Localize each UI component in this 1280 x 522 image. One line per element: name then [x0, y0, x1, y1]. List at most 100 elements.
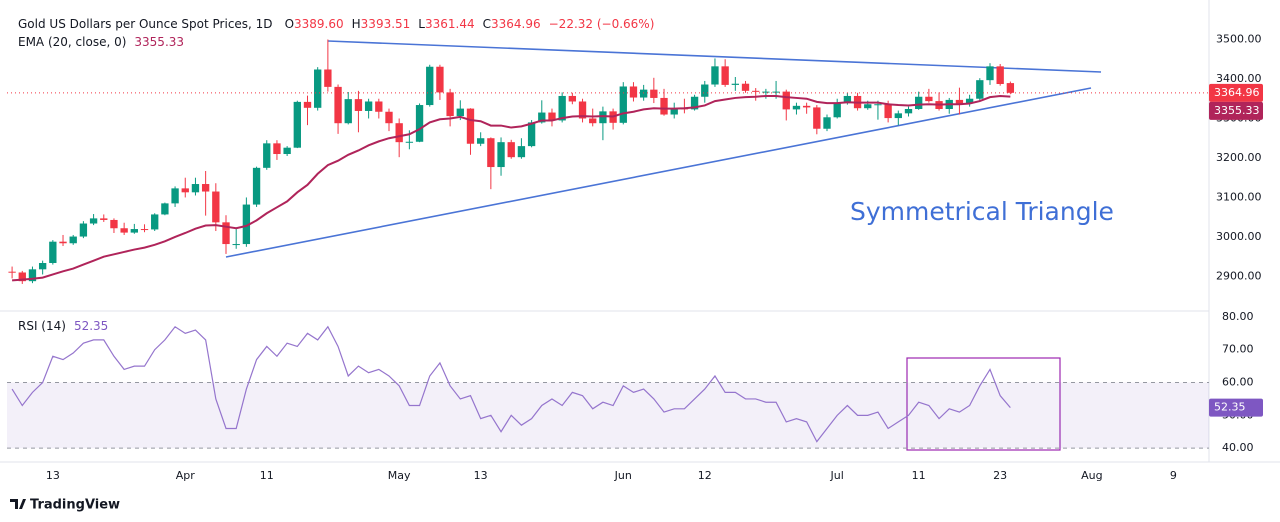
candle-body — [487, 138, 495, 168]
candle-body — [415, 105, 424, 142]
candle-body — [8, 271, 16, 273]
candle-body — [619, 86, 627, 123]
ema-price-label-box — [1209, 101, 1263, 120]
ohlc-key: H — [352, 17, 361, 31]
candle-body — [283, 147, 291, 155]
ohlc-key: O — [285, 17, 294, 31]
rsi-line — [11, 325, 1011, 443]
candle-body — [28, 269, 37, 282]
x-tick-label: 13 — [46, 469, 60, 482]
candle-body — [772, 91, 780, 93]
candle-body — [232, 244, 240, 246]
x-tick-label: 9 — [1170, 469, 1177, 482]
candle-body — [364, 101, 373, 111]
candle-body — [762, 91, 770, 93]
triangle-upper-line — [327, 40, 1102, 73]
candle-body — [670, 108, 678, 115]
candle-body — [568, 95, 577, 102]
x-tick-label: Apr — [176, 469, 196, 482]
candle-body — [701, 84, 709, 97]
candle-body — [752, 90, 760, 92]
candle-body — [252, 167, 261, 205]
rsi-price-label-box — [1209, 398, 1263, 417]
candle-body — [792, 105, 801, 110]
candle-body — [201, 184, 210, 192]
candle-body — [212, 191, 220, 223]
candle-body — [120, 228, 128, 233]
x-tick-label: 23 — [993, 469, 1007, 482]
ohlc-value: 3393.51 — [361, 17, 411, 31]
candle-body — [79, 223, 88, 237]
y-tick-label: 2900.00 — [1216, 269, 1262, 282]
candle-body — [884, 104, 892, 119]
candle-body — [660, 97, 668, 115]
candle-body — [303, 101, 312, 108]
candle-body — [38, 263, 47, 270]
candle-body — [181, 188, 189, 193]
candle-body — [324, 69, 332, 87]
candle-body — [731, 83, 739, 85]
rsi-tick-label: 80.00 — [1222, 310, 1254, 323]
candle-body — [996, 66, 1004, 85]
candle-body — [690, 96, 699, 110]
candle-body — [965, 98, 974, 104]
candle-body — [721, 66, 729, 85]
ema-line — [12, 94, 1011, 282]
candle-body — [263, 143, 271, 168]
candle-body — [833, 103, 841, 118]
candle-body — [110, 219, 118, 229]
candle-body — [354, 99, 363, 111]
x-tick-label: Jun — [614, 469, 632, 482]
rsi-value: 52.35 — [74, 319, 108, 333]
x-tick-label: 12 — [698, 469, 712, 482]
candle-body — [986, 66, 994, 81]
candle-body — [843, 95, 852, 104]
ohlc-value: 3389.60 — [294, 17, 344, 31]
candle-body — [436, 66, 444, 93]
ohlc-value: 3364.96 — [491, 17, 541, 31]
candle-body — [517, 146, 526, 158]
candle-body — [599, 111, 607, 124]
candle-body — [426, 66, 434, 106]
candle-body — [894, 113, 902, 119]
candle-body — [456, 108, 464, 117]
candle-body — [639, 89, 648, 98]
candle-body — [915, 96, 923, 109]
rsi-price-label: 52.35 — [1214, 401, 1246, 414]
ema-name: EMA (20, close, 0) — [18, 35, 126, 49]
x-tick-label: Jul — [830, 469, 844, 482]
last-price-label-box — [1209, 83, 1263, 102]
candle-body — [874, 104, 882, 106]
rsi-band — [7, 382, 1209, 449]
x-tick-label: 11 — [260, 469, 274, 482]
candle-body — [507, 142, 515, 158]
candle-body — [497, 142, 505, 168]
candle-body — [89, 218, 98, 224]
rsi-highlight-box — [906, 357, 1061, 451]
candle-body — [242, 204, 251, 245]
y-tick-label: 3100.00 — [1216, 190, 1262, 203]
candle-body — [151, 214, 159, 230]
y-tick-label: 3000.00 — [1216, 230, 1262, 243]
candle-body — [589, 118, 597, 124]
candle-body — [976, 80, 984, 99]
rsi-name: RSI (14) — [18, 319, 66, 333]
ohlc-key: C — [483, 17, 491, 31]
rsi-header: RSI (14) 52.35 — [18, 319, 108, 333]
candle-body — [578, 101, 587, 119]
candle-body — [344, 99, 352, 124]
rsi-tick-label: 60.00 — [1222, 376, 1254, 389]
candle-body — [904, 108, 913, 114]
ema-header: EMA (20, close, 0) 3355.33 — [18, 35, 184, 49]
y-tick-label: 3400.00 — [1216, 72, 1262, 85]
candle-body — [59, 241, 67, 244]
candle-body — [558, 95, 566, 121]
change-value: −22.32 (−0.66%) — [549, 17, 655, 31]
candle-body — [466, 108, 475, 144]
candle-body — [711, 66, 719, 85]
candle-body — [273, 143, 281, 155]
rsi-tick-label: 40.00 — [1222, 441, 1254, 454]
candle-body — [813, 107, 821, 129]
candle-body — [446, 92, 454, 117]
